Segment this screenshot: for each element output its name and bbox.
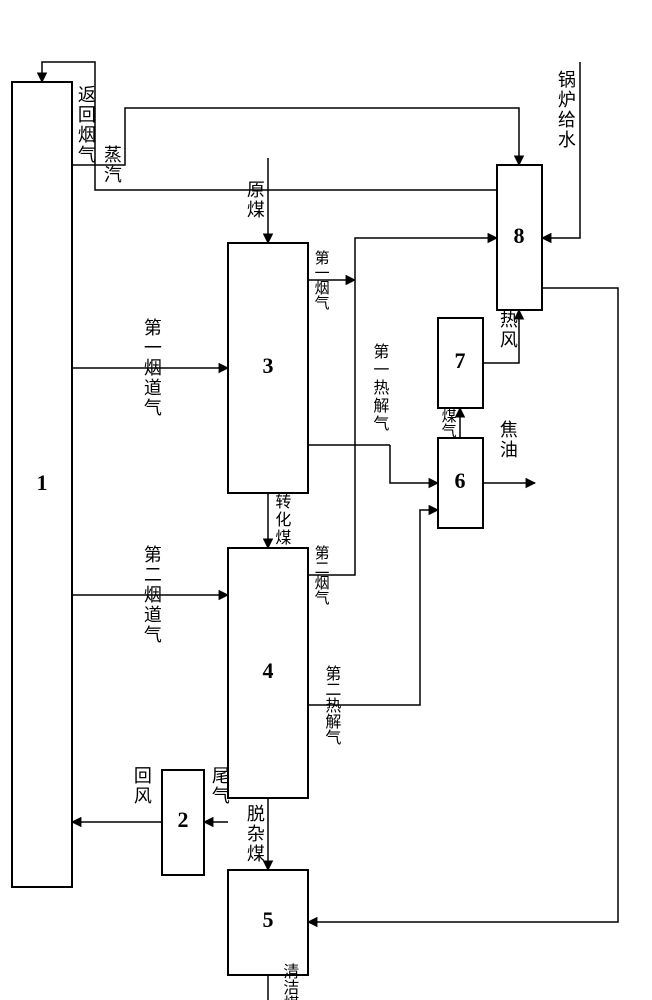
box-5-num: 5 — [263, 907, 274, 932]
flow-diagram: 1 2 3 4 5 6 7 8 原煤 转化煤 脱杂煤 清洁煤 尾气 — [0, 0, 652, 1000]
box-2: 2 — [162, 770, 204, 875]
box-1: 1 — [12, 82, 72, 887]
box-4-num: 4 — [263, 658, 274, 683]
box-7-num: 7 — [455, 348, 466, 373]
label-boiler-feed: 锅炉给水 — [556, 70, 576, 150]
label-converted-coal: 转化煤 — [272, 493, 291, 547]
box-3: 3 — [228, 243, 308, 493]
label-coal-gas: 煤气 — [440, 408, 457, 438]
label-deash-coal: 脱杂煤 — [245, 804, 265, 864]
label-first-flue-duct: 第一烟道气 — [142, 318, 162, 418]
label-raw-coal: 原煤 — [245, 180, 265, 220]
label-return-air: 回风 — [132, 766, 152, 806]
box-5: 5 — [228, 870, 308, 975]
edge-first-pyro-2 — [390, 445, 438, 483]
box-6: 6 — [438, 438, 483, 528]
edge-steam — [72, 108, 519, 165]
box-8-num: 8 — [514, 223, 525, 248]
box-6-num: 6 — [455, 468, 466, 493]
label-second-flue-duct: 第二烟道气 — [142, 545, 162, 645]
label-hot-air: 热风 — [498, 310, 518, 350]
box-2-num: 2 — [178, 807, 189, 832]
box-3-num: 3 — [263, 353, 274, 378]
label-steam: 蒸汽 — [102, 145, 122, 185]
box-8: 8 — [497, 165, 542, 310]
edge-first-flue-gas-2 — [355, 238, 497, 280]
label-tail-gas: 尾气 — [210, 766, 230, 806]
label-first-flue-gas: 第一烟气 — [313, 249, 330, 310]
box-4: 4 — [228, 548, 308, 798]
box-1-num: 1 — [37, 470, 48, 495]
label-tar: 焦油 — [498, 420, 518, 460]
edge-second-flue-gas — [308, 280, 355, 575]
label-first-pyro-gas: 第一热解气 — [370, 343, 389, 433]
label-return-flue-gas: 返回烟气 — [76, 85, 96, 165]
label-second-flue-gas: 第二烟气 — [313, 544, 330, 605]
box-7: 7 — [438, 318, 483, 408]
label-clean-coal: 清洁煤 — [280, 963, 299, 1000]
label-second-pyro-gas: 第二热解气 — [322, 665, 341, 745]
